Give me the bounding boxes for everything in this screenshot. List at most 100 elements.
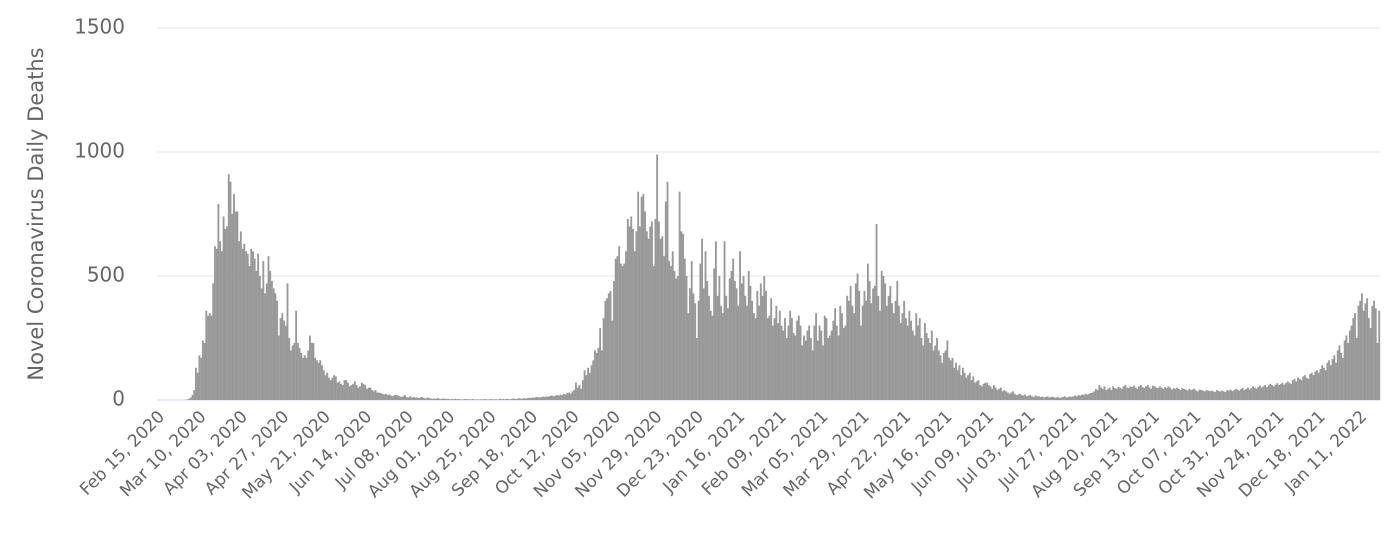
bar	[203, 342, 206, 400]
bar	[656, 154, 659, 400]
bar	[1077, 395, 1080, 400]
bar	[799, 325, 802, 400]
bar	[480, 399, 482, 400]
bar	[1305, 377, 1308, 400]
bar	[431, 398, 434, 400]
bar	[1340, 352, 1343, 400]
bar	[336, 382, 339, 400]
bar	[1298, 378, 1301, 400]
bar	[1371, 305, 1374, 400]
bar	[1086, 394, 1089, 400]
bar	[1310, 372, 1313, 400]
bar	[283, 320, 285, 400]
bar	[980, 386, 983, 400]
bar	[511, 398, 513, 400]
bar	[219, 241, 222, 400]
bar	[1322, 367, 1325, 400]
bar	[1300, 380, 1303, 400]
bar	[858, 290, 861, 400]
bar	[1286, 381, 1289, 400]
bar	[676, 276, 679, 400]
bar	[946, 340, 949, 400]
bar	[875, 223, 878, 400]
bar	[1184, 389, 1187, 400]
bar	[806, 330, 809, 400]
bar	[1005, 391, 1008, 400]
bar	[1110, 390, 1113, 400]
bar	[1093, 391, 1096, 400]
bar	[1148, 387, 1151, 400]
bar	[509, 399, 512, 400]
bar	[987, 385, 990, 400]
bar	[1039, 397, 1042, 400]
bar	[1186, 390, 1189, 400]
bar	[1132, 385, 1135, 400]
bar	[329, 380, 332, 400]
bar	[1355, 338, 1358, 400]
bar	[353, 381, 356, 400]
bar	[604, 300, 607, 400]
bar	[1058, 398, 1061, 400]
bar	[889, 285, 892, 400]
bar	[923, 323, 926, 400]
bar	[616, 256, 619, 400]
bar	[671, 251, 674, 400]
bar	[495, 399, 498, 400]
bar	[1374, 308, 1377, 400]
bar	[898, 305, 900, 400]
bar	[252, 251, 254, 400]
bar	[754, 318, 757, 400]
bar	[1013, 393, 1016, 400]
bar	[689, 288, 691, 400]
bar	[1072, 396, 1075, 400]
bar	[1041, 396, 1044, 400]
bar	[272, 288, 275, 400]
bar	[528, 397, 531, 400]
bar	[238, 241, 241, 400]
bar	[521, 398, 524, 400]
bar	[499, 398, 501, 400]
bar	[1338, 345, 1341, 400]
bar	[1146, 385, 1149, 400]
bar	[713, 268, 716, 400]
bar	[341, 385, 344, 400]
bar	[956, 370, 959, 400]
bar	[1043, 397, 1046, 400]
bar	[1278, 385, 1280, 400]
bar	[374, 390, 377, 400]
bar	[1181, 388, 1184, 400]
bar	[1024, 394, 1027, 400]
bar	[234, 211, 237, 400]
bar	[271, 280, 273, 400]
bar	[873, 285, 876, 400]
bar	[910, 320, 913, 400]
bar	[972, 376, 975, 400]
bar	[445, 399, 448, 400]
bar	[1169, 387, 1172, 400]
bar	[493, 399, 496, 400]
bar	[770, 298, 773, 400]
bar	[991, 388, 994, 400]
bar	[545, 396, 548, 400]
bar	[550, 395, 553, 400]
bar	[393, 395, 396, 400]
bar	[1062, 397, 1065, 400]
bar	[523, 398, 526, 400]
bar	[246, 253, 249, 400]
bar	[865, 300, 868, 400]
bar	[1335, 362, 1337, 400]
bar	[322, 370, 325, 400]
bar	[1139, 385, 1142, 400]
bar	[796, 320, 799, 400]
bar	[701, 238, 704, 400]
bar	[436, 398, 439, 400]
bar	[979, 385, 982, 400]
bar	[1203, 391, 1206, 400]
bar	[1319, 369, 1322, 400]
bar	[386, 395, 389, 400]
bar	[632, 228, 634, 400]
bar	[1105, 390, 1108, 400]
bar	[659, 238, 662, 400]
bar	[961, 367, 964, 400]
bar	[288, 338, 291, 400]
